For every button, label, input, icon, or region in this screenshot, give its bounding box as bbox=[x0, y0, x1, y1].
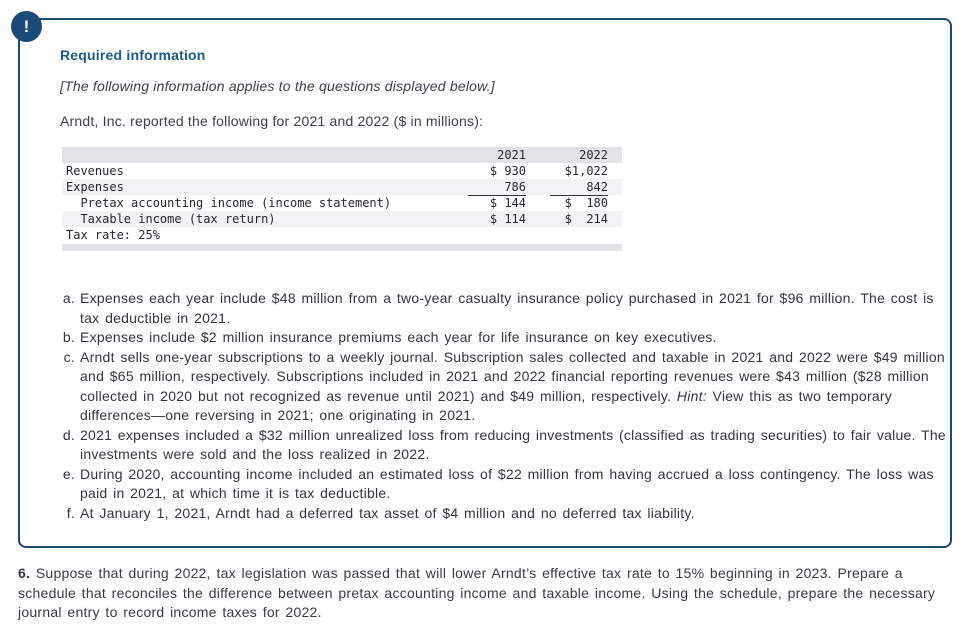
income-summary-table: 2021 2022 Revenues $ 930 $1,022 Expenses… bbox=[62, 147, 622, 251]
alert-exclamation-icon: ! bbox=[11, 11, 42, 42]
applies-to-questions-note: [The following information applies to th… bbox=[60, 78, 495, 94]
note-item-d: d. 2021 expenses included a $32 million … bbox=[62, 426, 946, 463]
note-item-e: e. During 2020, accounting income includ… bbox=[62, 465, 934, 502]
required-information-title: Required information bbox=[60, 47, 206, 63]
question-6-text: 6. Suppose that during 2022, tax legisla… bbox=[18, 565, 936, 620]
question-number: 6. bbox=[18, 565, 31, 581]
note-item-c: c. Arndt sells one-year subscriptions to… bbox=[63, 348, 945, 424]
table-footer-bar bbox=[62, 244, 622, 251]
intro-sentence: Arndt, Inc. reported the following for 2… bbox=[60, 113, 484, 129]
table-header-2022: 2022 bbox=[579, 148, 608, 162]
required-information-panel: Required information [The following info… bbox=[18, 18, 952, 548]
note-item-b: b. Expenses include $2 million insurance… bbox=[62, 329, 717, 345]
table-header-row: 2021 2022 bbox=[62, 147, 622, 163]
hint-label: Hint: bbox=[676, 387, 707, 404]
table-row-expenses: Expenses 786 842 bbox=[62, 179, 622, 196]
notes-list: a. Expenses each year include $48 millio… bbox=[60, 289, 946, 523]
table-row-tax-rate: Tax rate: 25% bbox=[66, 228, 160, 242]
table-row-taxable-income: Taxable income (tax return) $ 114 $ 214 bbox=[62, 211, 622, 227]
table-row-pretax-income: Pretax accounting income (income stateme… bbox=[66, 196, 608, 210]
note-item-a: a. Expenses each year include $48 millio… bbox=[62, 290, 934, 326]
note-item-f: f. At January 1, 2021, Arndt had a defer… bbox=[66, 504, 695, 521]
table-header-2021: 2021 bbox=[497, 148, 526, 162]
table-row-revenues: Revenues $ 930 $1,022 bbox=[66, 164, 608, 178]
